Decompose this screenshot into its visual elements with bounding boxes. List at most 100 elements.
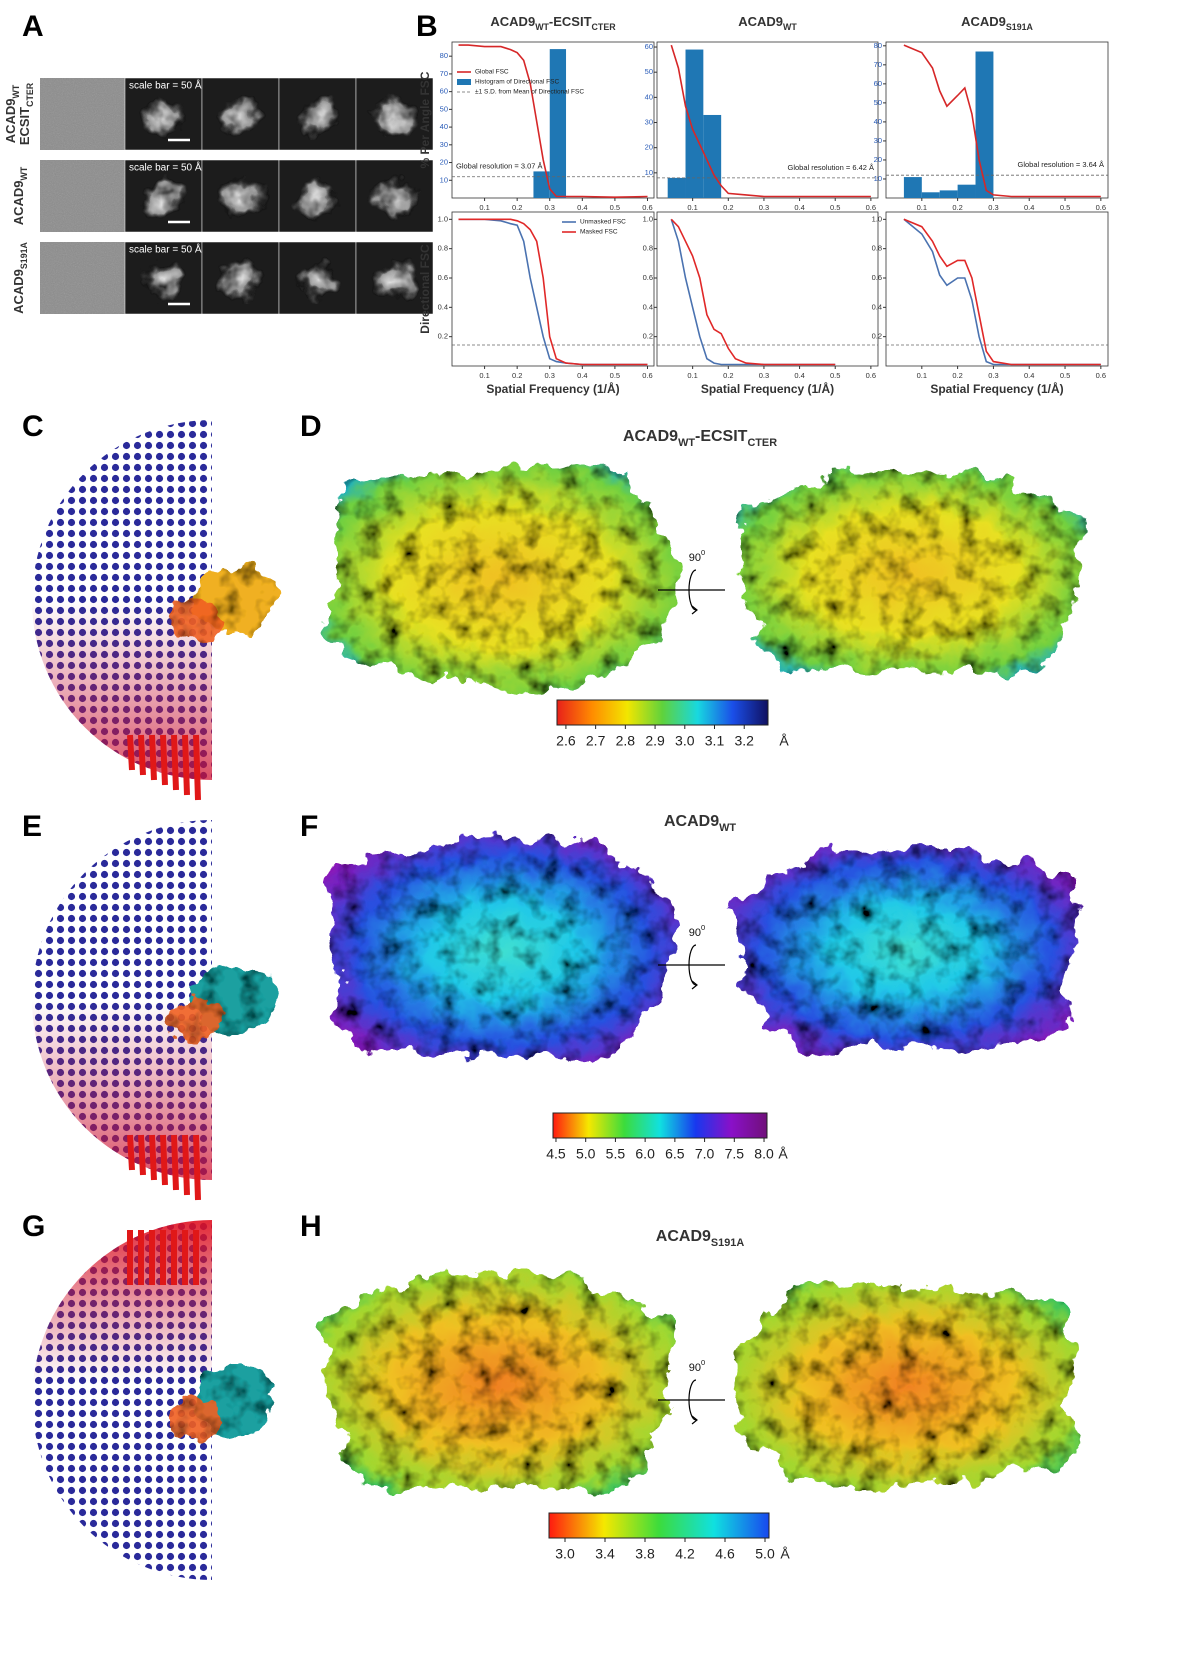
orientation-rod <box>171 734 179 791</box>
protein-density <box>169 1398 221 1442</box>
x-tick-label: 0.2 <box>952 371 962 380</box>
chart-title: ACAD9WT <box>738 14 797 32</box>
orientation-shade <box>32 820 212 1180</box>
y-tick-label: 0.8 <box>438 244 448 253</box>
x-tick-label: 0.3 <box>988 371 998 380</box>
chart-title: ACAD9WT-ECSITCTER <box>490 14 616 32</box>
legend-label: Global FSC <box>475 69 509 76</box>
class-density <box>141 96 185 136</box>
text-part: ACAD9 <box>664 813 719 830</box>
subscript: WT <box>719 822 736 834</box>
orientation-rod <box>160 1134 168 1186</box>
colorbar-tick-label: 7.0 <box>695 1146 715 1162</box>
class-density <box>295 178 339 218</box>
x-tick-label: 0.2 <box>723 371 733 380</box>
colorbar-tick-label: 3.2 <box>734 733 754 749</box>
orientation-rod <box>193 1134 201 1201</box>
x-axis-label: Spatial Frequency (1/Å) <box>701 381 834 396</box>
x-tick-label: 0.6 <box>866 371 876 380</box>
x-tick-label: 0.4 <box>1024 371 1034 380</box>
scale-text: scale bar = 50 Å <box>129 243 202 256</box>
y-tick-label: 20 <box>874 155 882 164</box>
class-density <box>141 178 185 218</box>
text-part: -ECSIT <box>695 428 748 445</box>
text-part: -ECSIT <box>549 14 592 29</box>
superscript: 0 <box>701 923 705 932</box>
legend-swatch <box>457 79 471 85</box>
subscript: CTER <box>592 22 617 32</box>
class-density <box>369 260 419 300</box>
colorbar-tick-label: 5.5 <box>606 1146 626 1162</box>
x-tick-label: 0.4 <box>794 371 804 380</box>
x-tick-label: 0.3 <box>759 371 769 380</box>
x-tick-label: 0.1 <box>917 203 927 212</box>
y-tick-label: 10 <box>645 168 653 177</box>
y-tick-label: 20 <box>645 143 653 152</box>
x-tick-label: 0.6 <box>642 203 652 212</box>
colorbar-tick-label: 2.7 <box>586 733 606 749</box>
orientation-shade <box>32 420 212 780</box>
histogram-bar <box>921 192 940 198</box>
orientation-shade <box>32 1220 213 1580</box>
x-axis-label: Spatial Frequency (1/Å) <box>930 381 1063 396</box>
legend-label: Histogram of Directional FSC <box>475 79 559 86</box>
subscript: WT <box>783 22 797 32</box>
orientation-rod <box>160 734 168 786</box>
colorbar-tick-label: 3.0 <box>675 733 695 749</box>
x-axis-label: Spatial Frequency (1/Å) <box>486 381 619 396</box>
colorbar <box>556 699 769 726</box>
y-tick-label: 0.8 <box>643 244 653 253</box>
x-tick-label: 0.5 <box>610 203 620 212</box>
density-map <box>320 1272 675 1494</box>
x-tick-label: 0.5 <box>830 371 840 380</box>
y-tick-label: 60 <box>440 87 448 96</box>
row-label: ACAD9WT <box>3 84 21 143</box>
fsc-line <box>670 218 836 366</box>
map-title: ACAD9WT-ECSITCTER <box>623 428 777 449</box>
class-average <box>124 77 203 151</box>
orientation-rod <box>127 734 135 771</box>
class-density <box>141 260 185 300</box>
subscript: WT <box>19 166 29 180</box>
histogram-bar <box>939 190 958 198</box>
class-density <box>215 260 265 300</box>
colorbar-tick-label: 3.4 <box>595 1546 615 1562</box>
panel-label: C <box>22 410 44 443</box>
map-title: ACAD9S191A <box>656 1228 745 1249</box>
legend-label: Unmasked FSC <box>580 219 626 226</box>
y-tick-label: 10 <box>874 174 882 183</box>
colorbar-tick-label: 8.0 <box>754 1146 774 1162</box>
axis-frame <box>885 211 1109 367</box>
text-part: 90 <box>689 552 701 564</box>
subscript: WT <box>11 84 21 98</box>
density-map <box>323 464 679 691</box>
histogram-bar <box>975 51 994 199</box>
colorbar-tick-label: 6.0 <box>635 1146 655 1162</box>
micrograph-grain <box>40 242 125 314</box>
y-tick-label: 30 <box>645 118 653 127</box>
orientation-rod <box>193 734 201 801</box>
x-tick-label: 0.3 <box>545 371 555 380</box>
orientation-rod <box>182 1134 190 1196</box>
histogram-bar <box>957 184 976 198</box>
axis-frame <box>451 211 655 367</box>
x-tick-label: 0.3 <box>988 203 998 212</box>
panel-label: E <box>22 810 42 843</box>
y-tick-label: 50 <box>440 104 448 113</box>
y-tick-label: 60 <box>874 79 882 88</box>
colorbar <box>552 1112 768 1139</box>
subscript: WT <box>678 437 695 449</box>
text-part: 90 <box>689 1362 701 1374</box>
class-density <box>215 178 265 218</box>
orientation-rod <box>182 734 190 796</box>
x-tick-label: 0.2 <box>723 203 733 212</box>
micrograph-grain <box>40 78 125 150</box>
x-tick-label: 0.2 <box>952 203 962 212</box>
x-tick-label: 0.1 <box>687 371 697 380</box>
axis-frame <box>656 41 879 199</box>
row-label: ACAD9WT <box>11 166 29 225</box>
histogram-bar <box>685 49 704 198</box>
scale-text: scale bar = 50 Å <box>129 79 202 92</box>
y-tick-label: 70 <box>874 60 882 69</box>
